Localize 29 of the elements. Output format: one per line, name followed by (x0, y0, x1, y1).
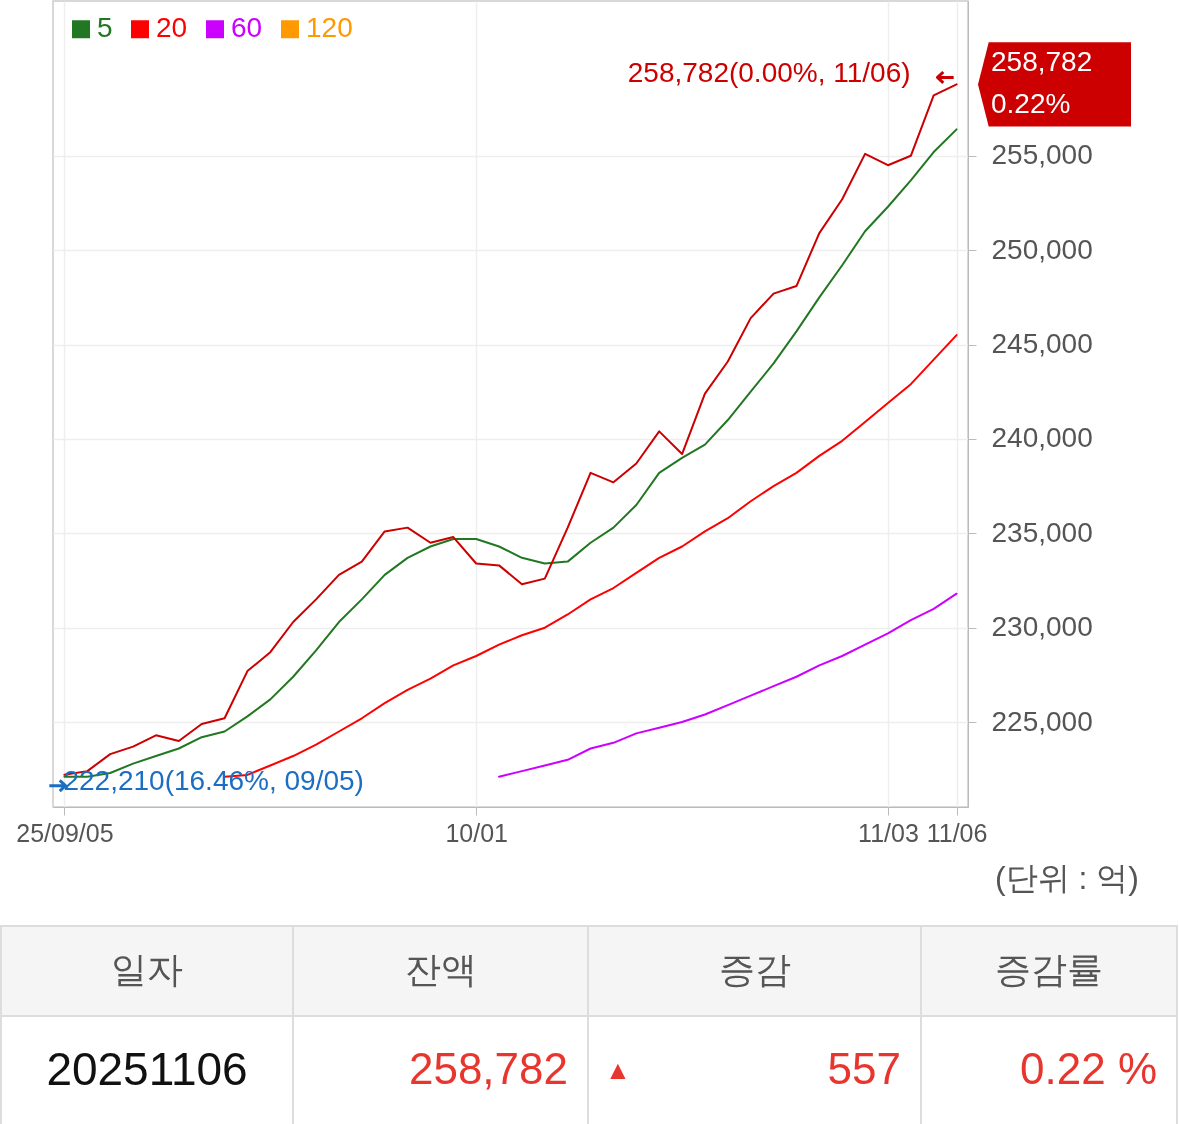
category-label: 일자 (111, 949, 183, 990)
legend-label: 20 (156, 12, 188, 44)
line-series (498, 592, 958, 778)
legend-label: 60 (231, 12, 263, 44)
y-tick-label: 245,000 (991, 328, 1093, 360)
y-tick-label: 235,000 (991, 516, 1093, 548)
category-label: 잔액 (404, 949, 477, 990)
text: 0.22 % (1020, 1043, 1157, 1093)
legend-label: 5 (97, 12, 113, 44)
y-tick-label: 225,000 (991, 705, 1093, 737)
x-tick-label: 11/03 (858, 818, 919, 847)
text: 20251106 (46, 1042, 248, 1095)
text: 258,782 (408, 1043, 568, 1093)
category-label: 증감 (718, 949, 791, 990)
y-tick-label: 255,000 (991, 139, 1093, 171)
annotation: 222,210(16.46%, 09/05) (63, 764, 364, 796)
category-label: 증감률 (995, 949, 1103, 990)
x-tick-label: 25/09/05 (16, 818, 114, 847)
y-tick-label: 240,000 (991, 422, 1093, 454)
annotation: 258,782(0.00%, 11/06) (627, 57, 911, 89)
y-tick-label: 230,000 (991, 611, 1093, 643)
legend-label: 120 (306, 12, 353, 44)
annotation: 258,782 0.22% (991, 46, 1093, 120)
x-tick-label: 10/01 (445, 818, 508, 847)
x-tick-label: 11/06 (926, 818, 988, 847)
text: (단위 : 억) (995, 860, 1139, 896)
text: 557 (827, 1043, 901, 1093)
text: ▲ (605, 1054, 631, 1085)
y-tick-label: 250,000 (991, 233, 1093, 265)
